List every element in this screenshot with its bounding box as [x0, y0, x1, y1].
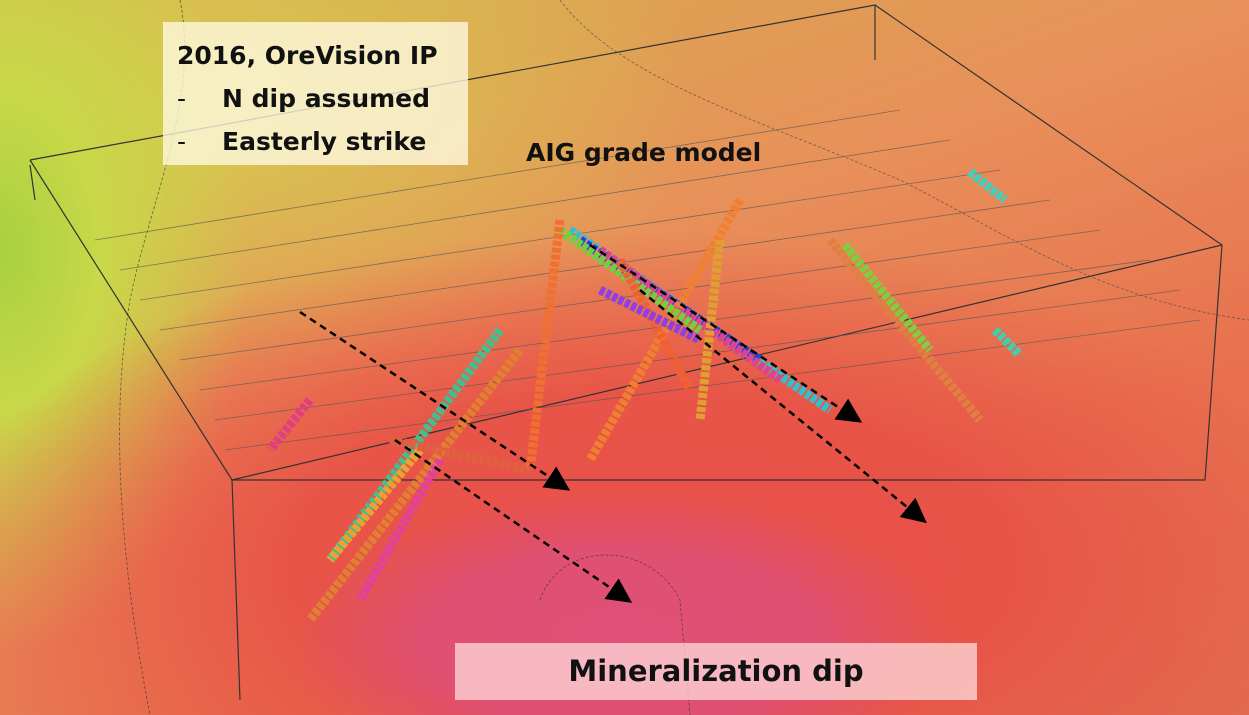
legend-item: - N dip assumed: [177, 77, 468, 120]
legend-item: - Easterly strike: [177, 120, 468, 163]
section-lines: [94, 0, 1249, 715]
item-text: N dip assumed: [222, 84, 431, 113]
item-text: Easterly strike: [222, 127, 427, 156]
caption: Mineralization dip interpretation: [455, 643, 977, 715]
legend-box: 2016, OreVision IP - N dip assumed - Easte…: [163, 22, 468, 165]
model-label: AIG grade model: [526, 138, 762, 167]
bullet: -: [177, 84, 187, 113]
dip-arrows: [299, 243, 927, 603]
bullet: -: [177, 127, 187, 156]
drill-holes: [266, 168, 1024, 623]
legend-title: 2016, OreVision IP: [177, 41, 438, 70]
